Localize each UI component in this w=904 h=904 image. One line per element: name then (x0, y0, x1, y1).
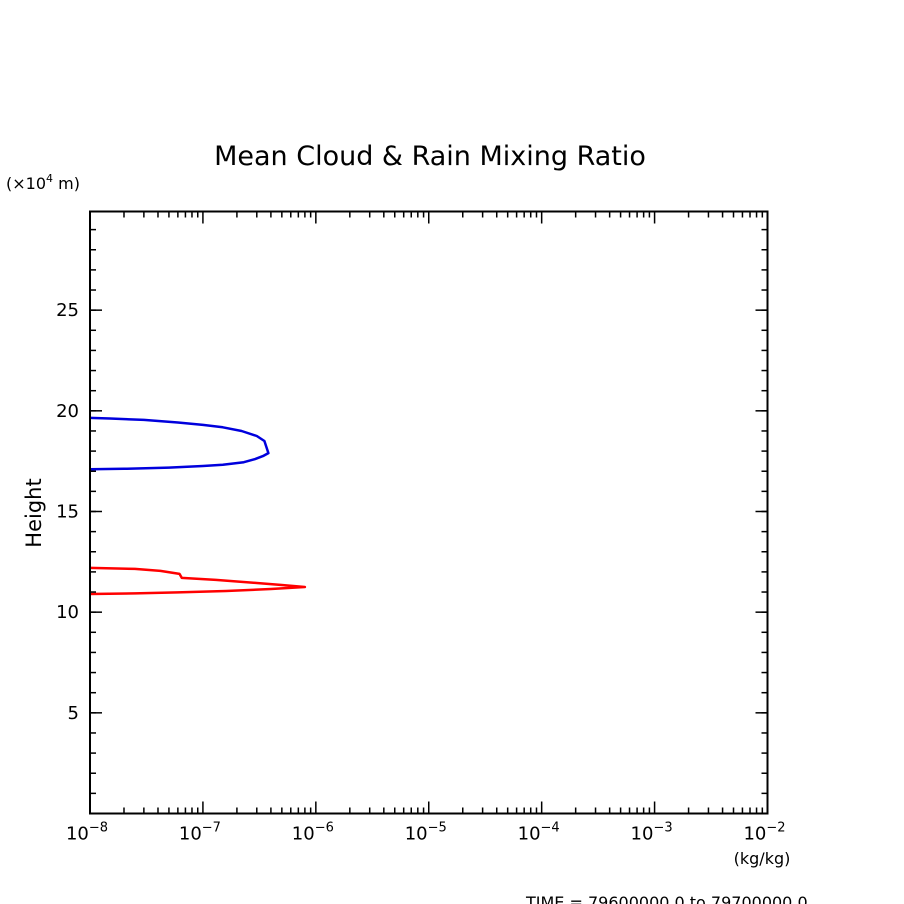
y-tick-label: 20 (56, 401, 79, 422)
x-tick-label: 10−2 (743, 821, 785, 845)
x-tick-label: 10−5 (405, 821, 447, 845)
ticks-layer (89, 211, 769, 814)
y-axis-label: Height (22, 478, 46, 547)
chart-title: Mean Cloud & Rain Mixing Ratio (214, 141, 646, 172)
x-tick-label: 10−8 (66, 821, 108, 845)
y-tick-label: 10 (56, 602, 79, 623)
time-range-label: TIME = 79600000.0 to 79700000.0 (525, 893, 808, 904)
x-tick-label: 10−4 (518, 821, 560, 845)
y-unit-prefix: (×10 (6, 174, 46, 193)
y-tick-label: 25 (56, 300, 79, 321)
x-tick-label: 10−7 (179, 821, 221, 845)
y-tick-label: 5 (68, 703, 79, 724)
y-unit-exponent: 4 (46, 172, 53, 185)
x-tick-label: 10−3 (631, 821, 673, 845)
series-line-2 (89, 566, 307, 596)
y-unit-suffix: m) (53, 174, 80, 193)
series-layer (89, 416, 307, 596)
y-tick-label: 15 (56, 501, 79, 522)
tick-labels-layer: 10−8 10−7 10−6 10−5 10−4 10−3 10−2 5 10 15 20 25 (56, 300, 785, 844)
x-unit-label: (kg/kg) (734, 849, 791, 868)
plot-frame (89, 210, 769, 815)
series-line-1 (89, 416, 270, 471)
x-tick-label: 10−6 (292, 821, 334, 845)
y-unit-label: (×104 m) (6, 172, 80, 193)
